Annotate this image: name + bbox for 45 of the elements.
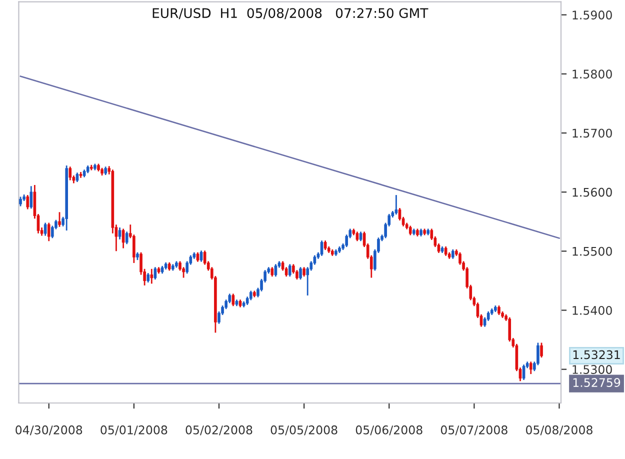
x-tick-label: 05/06/2008	[356, 425, 422, 436]
candlestick	[529, 360, 532, 375]
candlestick	[320, 240, 324, 257]
candlestick	[200, 250, 203, 262]
candlestick	[44, 222, 47, 236]
candlestick	[232, 293, 235, 307]
x-tick-label: 05/05/2008	[270, 425, 338, 436]
candlestick	[47, 222, 50, 242]
candlestick	[302, 266, 306, 278]
x-tick-label: 05/08/2008	[526, 425, 592, 436]
candlestick	[451, 248, 454, 260]
candlestick	[274, 263, 278, 278]
candlestick	[146, 272, 150, 284]
y-tick-label: 1.5800	[572, 70, 612, 79]
y-tick-label: 1.5900	[572, 10, 612, 20]
candlestick	[30, 185, 33, 210]
text: 1.53231	[573, 350, 620, 360]
candlestick	[299, 266, 302, 280]
candlestick	[394, 194, 398, 216]
y-tick-label: 1.5400	[572, 306, 612, 315]
candlestick	[522, 364, 526, 381]
x-tick-label: 05/02/2008	[186, 425, 252, 436]
candlestick	[125, 230, 128, 245]
x-tick-label: 05/07/2008	[440, 425, 508, 436]
candlestick	[249, 290, 252, 301]
chart-title: EUR/USD H1 05/08/2008 07:27:50 GMT	[152, 8, 428, 20]
candlestick	[408, 225, 412, 236]
candlestick	[540, 342, 543, 358]
candlestick	[498, 304, 500, 316]
candlestick	[150, 268, 154, 284]
candlestick	[26, 194, 30, 210]
candlestick	[58, 211, 61, 228]
y-tick-label: 1.5500	[572, 246, 612, 256]
y-tick-label: 1.5600	[572, 188, 612, 197]
candlestick	[288, 263, 292, 278]
y-tick-label: 1.5300	[572, 365, 612, 374]
ref-line-label: 1.52759	[573, 378, 620, 387]
candlestick	[154, 266, 157, 280]
candlestick	[68, 166, 72, 181]
y-tick-label: 1.5700	[572, 128, 612, 138]
candlestick	[270, 266, 274, 278]
x-tick-label: 04/30/2008	[16, 425, 82, 436]
candlestick	[19, 196, 22, 207]
candlestick	[122, 228, 125, 249]
x-tick-label: 05/01/2008	[100, 425, 168, 436]
